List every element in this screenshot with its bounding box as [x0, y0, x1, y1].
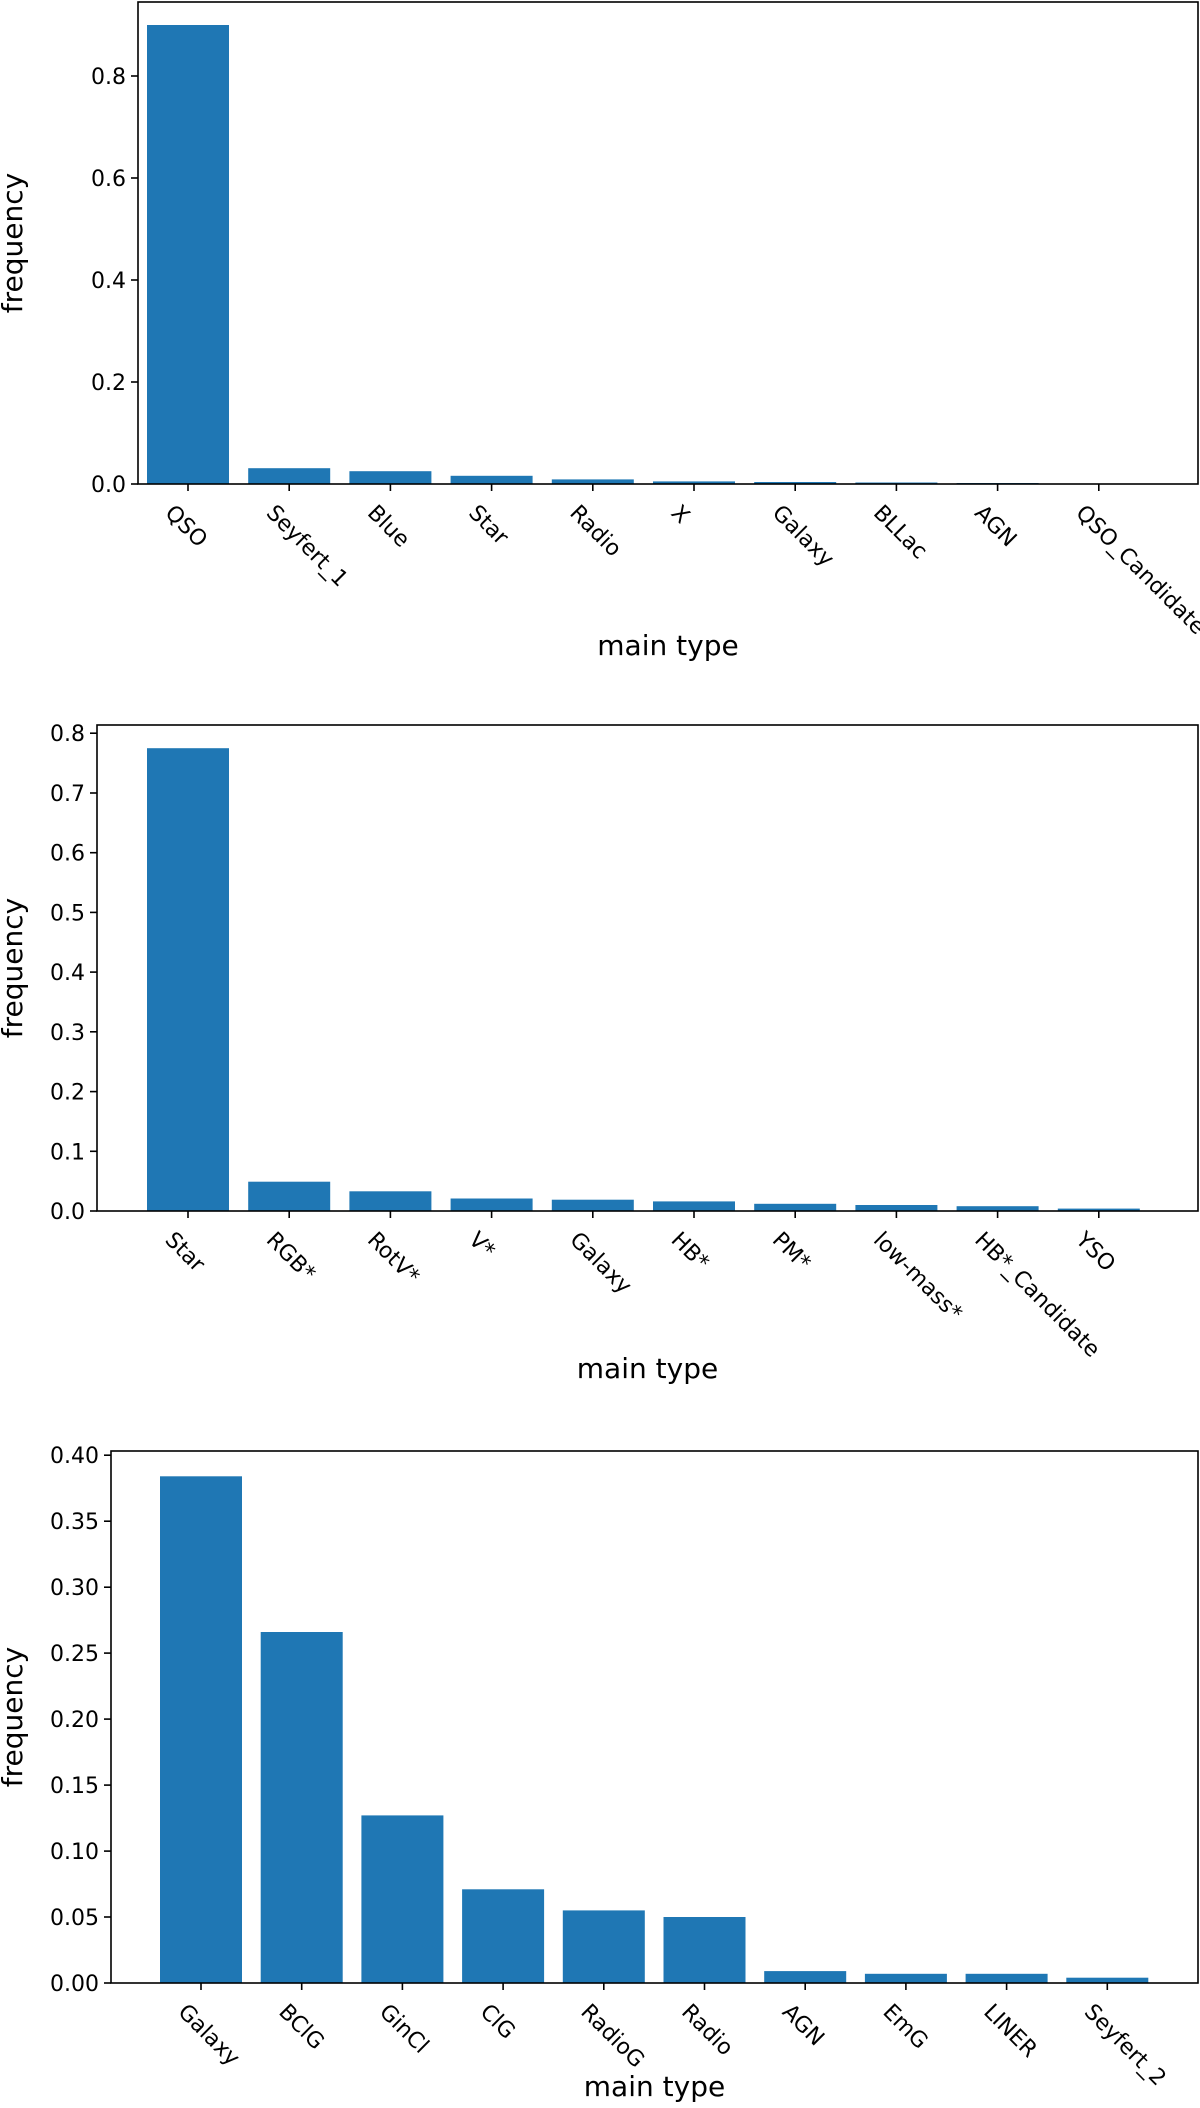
x-tick-label-star: Star [160, 1228, 210, 1278]
y-tick-label: 0.25 [50, 1642, 99, 1667]
x-tick-label-clg: ClG [475, 2000, 520, 2045]
bar-galaxy [754, 482, 837, 484]
y-tick-label: 0.4 [91, 269, 126, 294]
x-tick-label-yso: YSO [1070, 1227, 1120, 1277]
x-tick-label-radio: Radio [676, 2000, 737, 2061]
x-tick-label-seyfert-1: Seyfert_1 [261, 501, 353, 593]
bar-emg [864, 1973, 947, 1983]
plot-frame [96, 724, 1199, 1212]
x-tick-label-rgb: RGB* [261, 1228, 320, 1287]
x-tick-label-blue: Blue [362, 501, 414, 553]
x-axis-title: main type [597, 629, 738, 662]
chart-3: 0.00 0.05 0.10 0.15 0.20 0.25 0.30 0.35 0.40 Gala… [0, 1444, 1199, 2103]
bar-qso [147, 25, 229, 484]
x-tick-label-hb: HB* [666, 1228, 714, 1276]
y-tick-label: 0.3 [50, 1021, 85, 1046]
bar-liner [965, 1973, 1048, 1983]
y-tick-label: 0.2 [91, 371, 126, 396]
x-tick-label-low-mass: low-mass* [868, 1228, 967, 1327]
bar-seyfert-1 [248, 468, 331, 484]
bar-hb [653, 1201, 735, 1211]
bar-x [653, 481, 735, 484]
x-tick-label-liner: LINER [978, 2000, 1041, 2063]
y-axis-title: frequency [0, 898, 29, 1038]
bar-radio [551, 479, 634, 484]
y-tick-label: 0.0 [91, 473, 126, 498]
bar-agn [764, 1971, 847, 1983]
x-tick-label-qso-candidate: QSO_Candidate [1071, 501, 1200, 640]
x-tick-label-gincl: GinCl [374, 2000, 433, 2059]
y-tick-label: 0.7 [50, 782, 85, 807]
bar-blue [349, 471, 432, 484]
y-tick-label: 0.20 [50, 1708, 99, 1733]
bar-galaxy [160, 1476, 242, 1983]
bar-radiog [562, 1910, 645, 1983]
x-tick-label-qso: QSO [160, 501, 212, 553]
y-tick-label: 0.2 [50, 1081, 85, 1106]
y-axis-title: frequency [0, 1647, 29, 1787]
bar-star [147, 748, 229, 1211]
y-tick-label: 0.35 [50, 1510, 99, 1535]
bar-pm [754, 1203, 837, 1211]
plot-frame [110, 1450, 1199, 1984]
x-tick-label-galaxy: Galaxy [565, 1228, 637, 1300]
y-tick-label: 0.6 [50, 842, 85, 867]
x-tick-label-x: X [666, 501, 694, 529]
x-tick-label-seyfert-2: Seyfert_2 [1079, 2000, 1171, 2092]
bar-low-mass [855, 1205, 938, 1211]
y-tick-label: 0.1 [50, 1140, 85, 1165]
y-tick-label: 0.8 [91, 65, 126, 90]
y-tick-label: 0.05 [50, 1906, 99, 1931]
bar-gincl [361, 1815, 444, 1983]
plot-frame [137, 1, 1199, 485]
y-tick-label: 0.8 [50, 722, 85, 747]
bar-rgb [248, 1181, 331, 1211]
y-tick-label: 0.5 [50, 901, 85, 926]
bar-radio [663, 1917, 746, 1983]
x-tick-label-v: V* [463, 1228, 499, 1264]
bar-yso [1057, 1208, 1140, 1211]
x-tick-label-radio: Radio [565, 501, 626, 562]
y-tick-label: 0.00 [50, 1972, 99, 1997]
y-axis-title: frequency [0, 173, 29, 313]
bar-star [450, 475, 533, 484]
x-axis-title: main type [584, 2070, 725, 2103]
y-tick-label: 0.10 [50, 1840, 99, 1865]
bar-seyfert-2 [1066, 1977, 1149, 1983]
x-tick-label-bclg: BClG [273, 2000, 328, 2055]
bar-clg [462, 1889, 545, 1983]
bar-bclg [260, 1632, 343, 1983]
y-tick-label: 0.15 [50, 1774, 99, 1799]
x-tick-label-agn: AGN [969, 501, 1021, 553]
x-tick-label-emg: EmG [878, 2000, 933, 2055]
x-tick-label-star: Star [463, 501, 513, 551]
x-tick-label-bllac: BLLac [868, 501, 932, 565]
x-tick-label-rotv: RotV* [362, 1228, 424, 1290]
y-tick-label: 0.4 [50, 961, 85, 986]
bar-galaxy [551, 1199, 634, 1211]
x-tick-label-galaxy: Galaxy [173, 2000, 245, 2072]
bar-rotv [349, 1191, 432, 1211]
y-tick-label: 0.40 [50, 1444, 99, 1469]
x-tick-label-pm: PM* [767, 1228, 815, 1276]
x-axis-title: main type [577, 1352, 718, 1385]
chart-1: 0.0 0.2 0.4 0.6 0.8 QSO Seyfert_1 Blue Star Radio… [0, 1, 1200, 662]
x-tick-label-galaxy: Galaxy [767, 501, 839, 573]
y-tick-label: 0.0 [50, 1200, 85, 1225]
y-tick-label: 0.6 [91, 167, 126, 192]
chart-2: 0.0 0.1 0.2 0.3 0.4 0.5 0.6 0.7 0.8 Star RGB* RotV*… [0, 722, 1199, 1385]
x-tick-label-radiog: RadioG [576, 2000, 649, 2073]
y-tick-label: 0.30 [50, 1576, 99, 1601]
bar-v [450, 1198, 533, 1211]
bar-hb-candidate [956, 1206, 1039, 1211]
x-tick-label-agn: AGN [777, 2000, 829, 2052]
